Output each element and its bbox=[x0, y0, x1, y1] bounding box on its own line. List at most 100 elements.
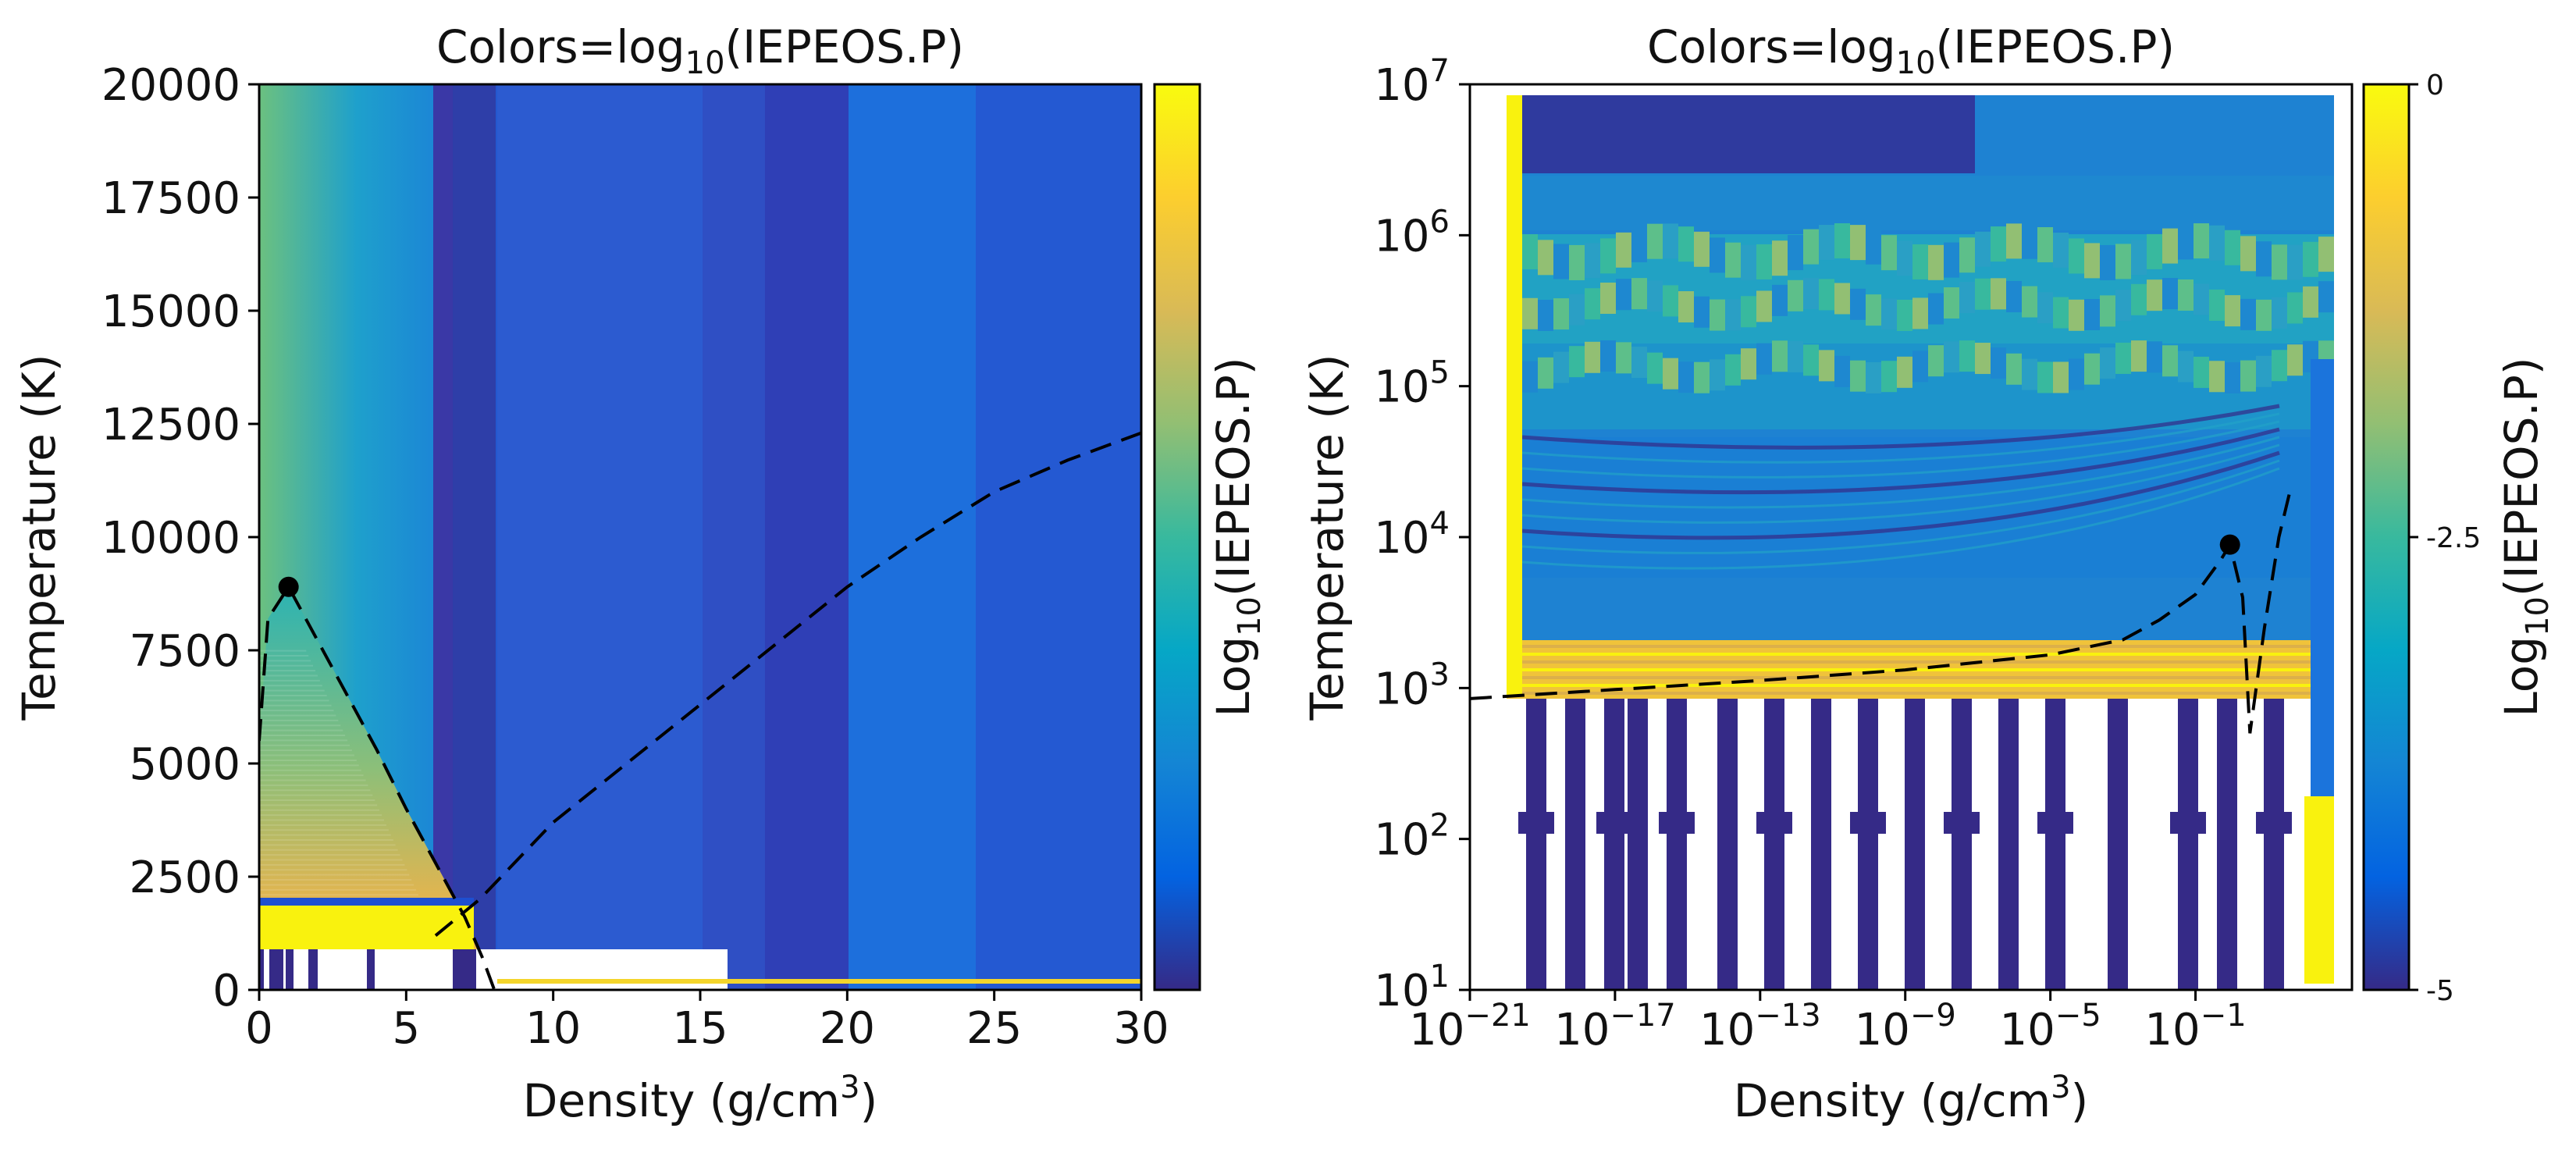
band-cell bbox=[2100, 244, 2115, 280]
isotherm-arc bbox=[1521, 427, 2280, 495]
low-density-bar bbox=[1628, 699, 1648, 990]
band-cell bbox=[2318, 281, 2334, 313]
band-cell bbox=[2256, 241, 2272, 277]
band-cell bbox=[2162, 278, 2178, 310]
band-cell bbox=[1881, 361, 1897, 393]
band-cell bbox=[2100, 295, 2115, 327]
low-temperature-bar bbox=[453, 949, 476, 990]
critical-point-marker bbox=[278, 576, 299, 597]
band-cell bbox=[1741, 244, 1756, 280]
isotherm-arc bbox=[1521, 412, 2280, 464]
liquid-region bbox=[259, 586, 495, 990]
low-density-block bbox=[2037, 812, 2073, 834]
right-panel: 10−21 10−17 10−13 10−9 10−5 10−1 101 102 103 104 1… bbox=[1300, 20, 2556, 1127]
y-tick-label: 0 bbox=[212, 966, 240, 1016]
phase-boundary-line bbox=[1470, 491, 2292, 734]
band-cell bbox=[2037, 292, 2053, 324]
yellow-stripes bbox=[1507, 645, 2334, 695]
x-tick-label: 25 bbox=[966, 1003, 1022, 1054]
right-colorbar bbox=[2362, 83, 2411, 991]
band-cell bbox=[1600, 282, 1616, 314]
band-cell bbox=[1585, 341, 1600, 373]
band-cell bbox=[1522, 234, 1538, 269]
band-cell bbox=[1912, 297, 1928, 329]
critical-point-marker bbox=[2219, 534, 2240, 555]
band-cell bbox=[2084, 353, 2100, 385]
band-cell bbox=[2240, 360, 2256, 392]
band-cell bbox=[2194, 223, 2209, 259]
low-density-bar bbox=[1604, 699, 1624, 990]
y-tick-label: 105 bbox=[1374, 355, 1450, 413]
low-density-block bbox=[1850, 812, 1886, 834]
band-cell bbox=[2037, 361, 2053, 393]
low-temperature-bar bbox=[259, 949, 264, 990]
band-cell bbox=[2256, 299, 2272, 331]
low-density-block bbox=[1756, 812, 1792, 834]
band-cell bbox=[1600, 238, 1616, 274]
y-tick-label: 107 bbox=[1374, 53, 1450, 111]
band-cell bbox=[1553, 298, 1569, 330]
band-cell bbox=[1538, 299, 1553, 331]
band-cell bbox=[2147, 279, 2162, 311]
band-cell bbox=[1897, 356, 1912, 388]
low-density-bar bbox=[1952, 699, 1972, 990]
band-cell bbox=[1663, 285, 1678, 317]
x-tick-label: 30 bbox=[1113, 1003, 1169, 1054]
x-tick-label: 10−13 bbox=[1699, 998, 1821, 1055]
band-cell bbox=[1819, 225, 1834, 261]
low-density-bar bbox=[1905, 699, 1925, 990]
band-cell bbox=[1631, 347, 1647, 379]
band-cell bbox=[1803, 344, 1819, 376]
low-density-bar bbox=[1764, 699, 1784, 990]
right-title: Colors=log10(IEPEOS.P) bbox=[1647, 20, 2175, 81]
y-tick-label: 5000 bbox=[129, 739, 240, 790]
band-cell bbox=[1522, 297, 1538, 329]
band-cell bbox=[2178, 351, 2194, 383]
low-density-bar bbox=[1811, 699, 1831, 990]
band-cell bbox=[1569, 244, 1585, 280]
band-cell bbox=[1694, 231, 1710, 267]
yellow-stripe bbox=[1507, 645, 2334, 648]
band-cell bbox=[2287, 344, 2303, 376]
band-cell bbox=[2147, 233, 2162, 269]
band-cell bbox=[2194, 283, 2209, 315]
band-cell bbox=[1788, 340, 1803, 372]
band-cell bbox=[1819, 279, 1834, 311]
band-cell bbox=[1678, 291, 1694, 323]
band-cell bbox=[2209, 361, 2225, 393]
band-cell bbox=[1694, 296, 1710, 328]
band-cell bbox=[2272, 297, 2287, 329]
band-cell bbox=[1866, 294, 1881, 326]
left-colorbar bbox=[1153, 83, 1201, 991]
band-cell bbox=[1710, 359, 1725, 391]
band-cell bbox=[2100, 347, 2115, 379]
low-density-bars bbox=[1518, 699, 2292, 990]
left-colorbar-label: Log10(IEPEOS.P) bbox=[1207, 357, 1268, 717]
band-cell bbox=[1772, 340, 1788, 372]
band-cell bbox=[1819, 350, 1834, 382]
phase-boundary-line bbox=[259, 583, 496, 990]
x-tick-label: 10−5 bbox=[2000, 998, 2101, 1055]
right-y-axis-label: Temperature (K) bbox=[1300, 354, 1354, 721]
low-density-bar bbox=[1526, 699, 1546, 990]
band-cell bbox=[2053, 232, 2069, 268]
band-cell bbox=[2272, 350, 2287, 382]
low-temperature-bar bbox=[367, 949, 375, 990]
band-cell bbox=[2006, 353, 2022, 385]
x-tick-label: 10−17 bbox=[1554, 998, 1676, 1055]
band-cell bbox=[1538, 240, 1553, 276]
band-cell bbox=[2287, 244, 2303, 280]
isotherm-arc bbox=[1521, 467, 2280, 570]
band-cell bbox=[1741, 348, 1756, 380]
right-colorbar-ticks: 0 -2.5 -5 bbox=[2409, 69, 2481, 1007]
band-cell bbox=[1788, 235, 1803, 271]
band-cell bbox=[2069, 238, 2084, 274]
band-cell bbox=[2053, 361, 2069, 393]
band-cell bbox=[2037, 226, 2053, 262]
band-cell bbox=[1959, 340, 1975, 372]
band-cell bbox=[2178, 224, 2194, 260]
band-cell bbox=[2209, 225, 2225, 261]
band-cell bbox=[1866, 361, 1881, 393]
colorbar-tick-label: -2.5 bbox=[2426, 522, 2481, 554]
low-density-block bbox=[1518, 812, 1554, 834]
